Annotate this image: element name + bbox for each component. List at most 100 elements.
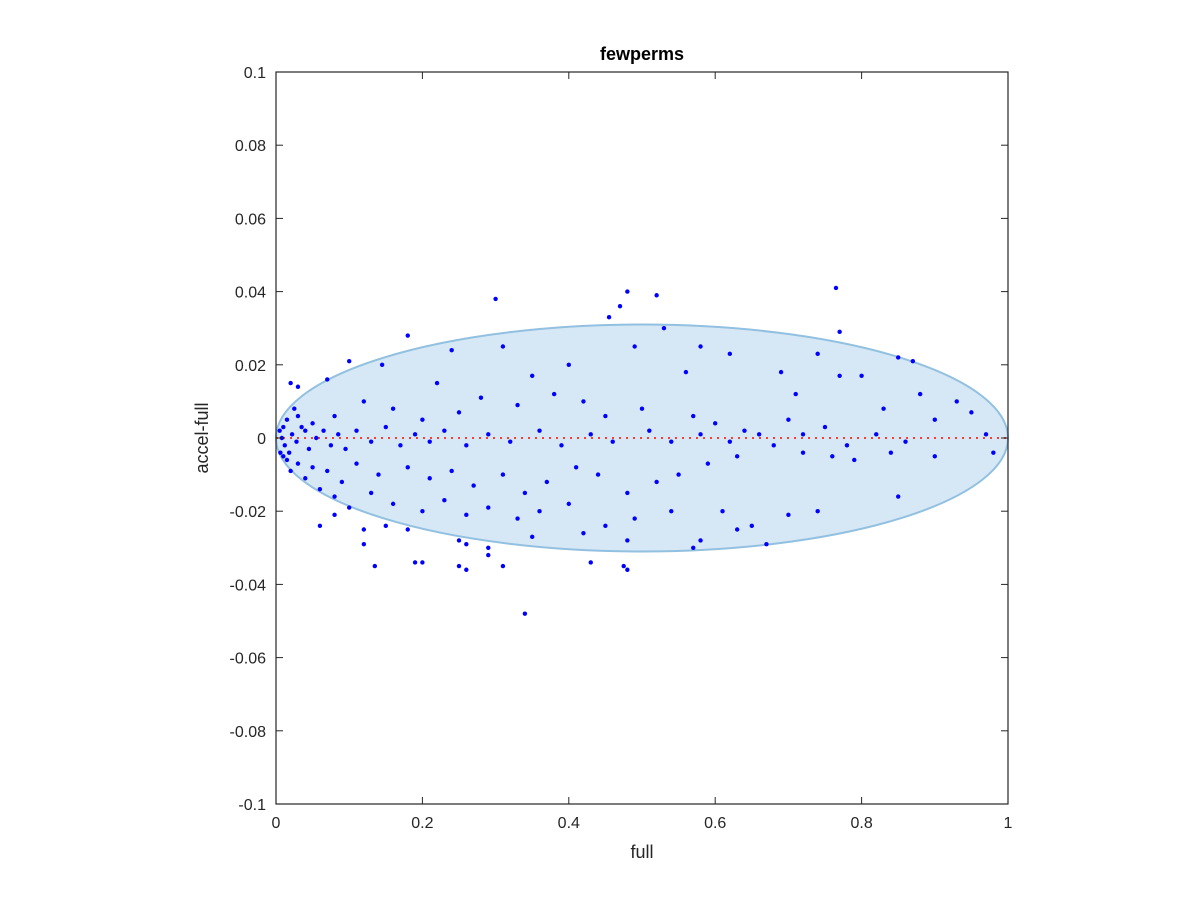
data-point [500,344,506,349]
data-point [617,304,623,309]
data-point [299,424,304,430]
y-tick-label: -0.04 [230,577,267,594]
data-point [294,439,299,444]
data-point [464,567,469,572]
data-point [383,523,388,529]
data-point [361,399,367,404]
data-point [639,406,645,411]
data-point [515,402,520,408]
data-point [581,530,586,536]
data-point [595,472,601,477]
data-point [683,369,689,375]
data-point [581,399,586,404]
data-point [837,373,842,378]
data-point [661,326,667,331]
chart-title: fewperms [600,44,684,64]
data-point [888,450,894,455]
data-point [471,483,476,488]
data-point [734,527,740,532]
data-point [310,465,315,470]
data-point [464,541,469,547]
data-point [573,465,579,470]
data-point [486,432,491,437]
x-tick-label: 0.6 [704,815,726,832]
data-point [332,512,337,518]
data-point [515,516,520,521]
data-point [420,509,425,514]
data-point [390,501,396,507]
data-point [486,545,491,550]
data-point [347,358,352,364]
data-point [405,527,410,532]
data-point [654,479,659,485]
data-point [361,527,367,532]
data-point [566,501,571,507]
data-point [332,413,337,419]
data-point [478,395,484,400]
data-point [434,380,440,386]
data-point [332,494,337,499]
data-point [306,446,312,452]
data-point [522,611,528,616]
data-point [420,560,425,565]
data-point [720,509,725,514]
data-point [588,560,593,565]
data-point [544,479,550,485]
data-point [314,435,319,441]
data-point [325,468,330,474]
data-point [286,450,292,455]
data-point [727,439,733,444]
data-point [288,468,293,474]
data-point [379,362,385,367]
data-point [284,417,290,422]
data-point [691,545,696,550]
data-point [398,443,403,448]
data-point [303,428,308,433]
data-point [566,362,571,367]
data-point [691,413,696,419]
data-point [647,428,652,433]
data-point [606,315,612,320]
data-point [343,446,348,452]
data-point [654,293,659,298]
y-tick-label: 0.08 [235,138,266,155]
y-tick-label: -0.06 [230,651,267,668]
data-point [427,439,432,444]
data-point [874,432,879,437]
data-point [603,413,608,419]
data-point [749,523,754,529]
data-point [354,461,359,466]
data-point [603,523,608,529]
data-point [800,432,806,437]
data-point [734,454,740,459]
data-point [778,369,784,375]
y-tick-label: -0.1 [238,797,266,814]
data-point [786,512,791,518]
data-point [284,457,290,463]
data-point [800,450,806,455]
data-point [278,450,283,455]
data-point [493,296,498,302]
data-point [339,479,345,485]
data-point [632,344,637,349]
data-point [317,487,323,492]
data-point [559,443,564,448]
data-point [368,490,374,496]
data-point [727,351,733,357]
data-point [830,454,835,459]
y-tick-label: 0.06 [235,211,266,228]
data-point [508,439,513,444]
data-point [427,476,432,481]
data-point [932,454,937,459]
data-point [383,424,388,430]
y-tick-label: 0 [257,431,266,448]
data-point [917,391,923,397]
data-point [289,432,295,437]
data-point [317,523,323,529]
data-point [742,428,747,433]
data-point [621,563,626,569]
data-point [852,457,857,463]
data-point [815,351,820,357]
data-point [368,439,374,444]
y-tick-label: -0.08 [230,724,267,741]
